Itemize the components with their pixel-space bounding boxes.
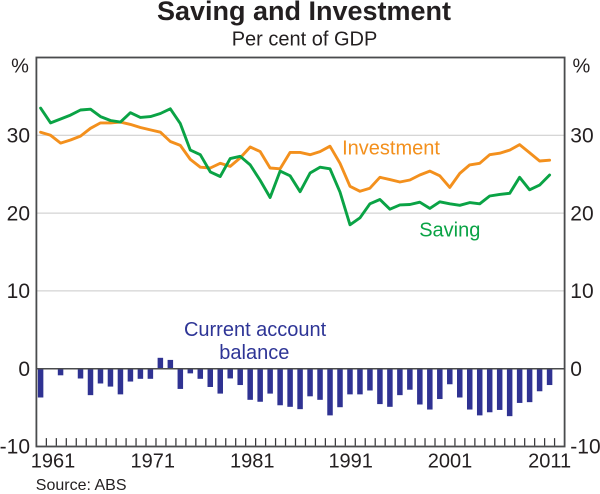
svg-text:1971: 1971 bbox=[131, 451, 176, 473]
svg-text:-10: -10 bbox=[0, 436, 30, 459]
svg-text:1961: 1961 bbox=[31, 451, 76, 473]
svg-text:-10: -10 bbox=[570, 436, 600, 459]
svg-text:30: 30 bbox=[7, 125, 30, 148]
svg-text:Saving: Saving bbox=[419, 220, 480, 242]
svg-text:10: 10 bbox=[570, 280, 593, 303]
svg-text:20: 20 bbox=[7, 202, 30, 225]
svg-text:30: 30 bbox=[570, 125, 593, 148]
svg-text:Saving and Investment: Saving and Investment bbox=[157, 0, 451, 26]
svg-text:10: 10 bbox=[7, 280, 30, 303]
svg-text:0: 0 bbox=[570, 358, 582, 381]
svg-text:Source: ABS: Source: ABS bbox=[36, 477, 127, 494]
svg-text:2011: 2011 bbox=[528, 451, 571, 473]
svg-text:Investment: Investment bbox=[342, 138, 440, 160]
svg-text:Per cent of GDP: Per cent of GDP bbox=[232, 29, 378, 51]
svg-text:%: % bbox=[11, 55, 29, 77]
svg-text:0: 0 bbox=[18, 358, 30, 381]
svg-text:1981: 1981 bbox=[230, 451, 275, 473]
svg-text:20: 20 bbox=[570, 202, 593, 225]
svg-text:2001: 2001 bbox=[428, 451, 473, 473]
svg-text:1991: 1991 bbox=[328, 451, 373, 473]
svg-text:balance: balance bbox=[219, 342, 289, 364]
svg-text:Current account: Current account bbox=[184, 319, 327, 341]
svg-text:%: % bbox=[573, 55, 591, 77]
